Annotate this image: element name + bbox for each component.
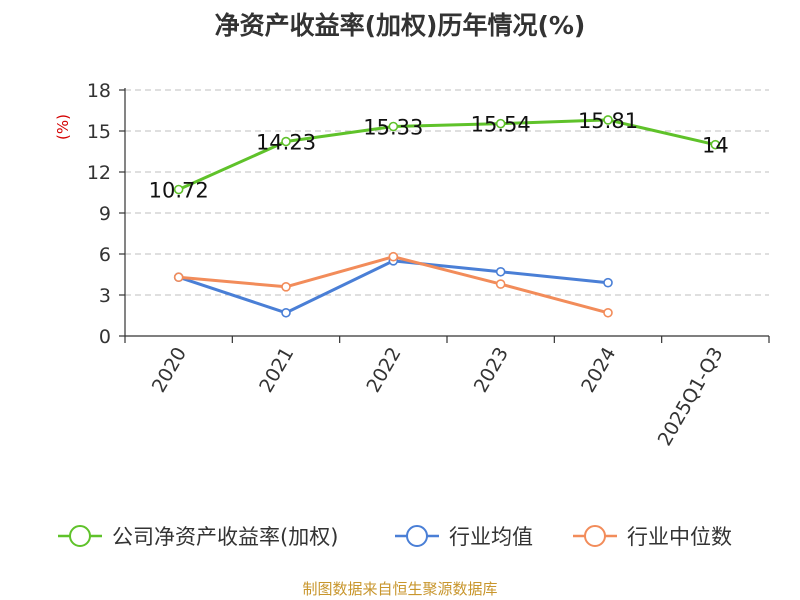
series-2-point-2 (388, 251, 399, 262)
series-2-point-4 (603, 307, 613, 318)
y-tick-label-1: 3 (99, 285, 111, 307)
series-2-point-1 (281, 281, 291, 292)
legend-swatch-marker-1 (406, 525, 428, 547)
data-label-1: 14.23 (256, 131, 316, 155)
y-tick-label-6: 18 (87, 80, 111, 102)
x-tick-label-2: 2022 (362, 344, 405, 397)
data-label-2: 15.33 (363, 115, 423, 139)
y-tick-label-2: 6 (99, 244, 111, 266)
y-tick-label-5: 15 (87, 121, 111, 143)
y-tick-label-3: 9 (99, 203, 111, 225)
series-0-point-0 (173, 184, 184, 195)
series-0-point-2 (388, 121, 399, 132)
series-line-1 (178, 259, 609, 315)
series-line-0 (178, 118, 716, 191)
data-label-5: 14 (702, 134, 729, 158)
series-0-point-5 (710, 139, 721, 150)
chart-title: 净资产收益率(加权)历年情况(%) (214, 11, 586, 40)
x-tick-label-0: 2020 (148, 344, 191, 397)
x-tick-label-4: 2024 (577, 344, 620, 397)
series-1-point-3 (495, 266, 506, 277)
series-1-point-1 (281, 307, 291, 318)
y-axis-label: (%) (54, 114, 72, 140)
legend-swatch-marker-0 (69, 525, 91, 547)
x-tick-label-3: 2023 (470, 343, 513, 396)
series-0-point-3 (495, 118, 506, 129)
data-source-note: 制图数据来自恒生聚源数据库 (302, 580, 498, 598)
series-1-point-4 (603, 277, 613, 288)
data-label-3: 15.54 (471, 113, 531, 137)
legend-label-2: 行业中位数 (627, 525, 732, 549)
legend-label-0: 公司净资产收益率(加权) (112, 525, 338, 549)
data-label-0: 10.72 (149, 178, 209, 202)
x-tick-label-5: 2025Q1-Q3 (654, 344, 728, 450)
x-tick-label-1: 2021 (255, 344, 298, 397)
series-0-point-1 (281, 136, 291, 147)
data-label-4: 15.81 (578, 109, 638, 133)
y-tick-label-0: 0 (99, 326, 111, 348)
legend-label-1: 行业均值 (449, 525, 533, 549)
series-0-point-4 (603, 115, 613, 125)
series-2-point-3 (495, 279, 506, 289)
y-tick-label-4: 12 (87, 162, 111, 184)
legend-swatch-marker-2 (584, 525, 606, 547)
series-2-point-0 (173, 272, 184, 283)
